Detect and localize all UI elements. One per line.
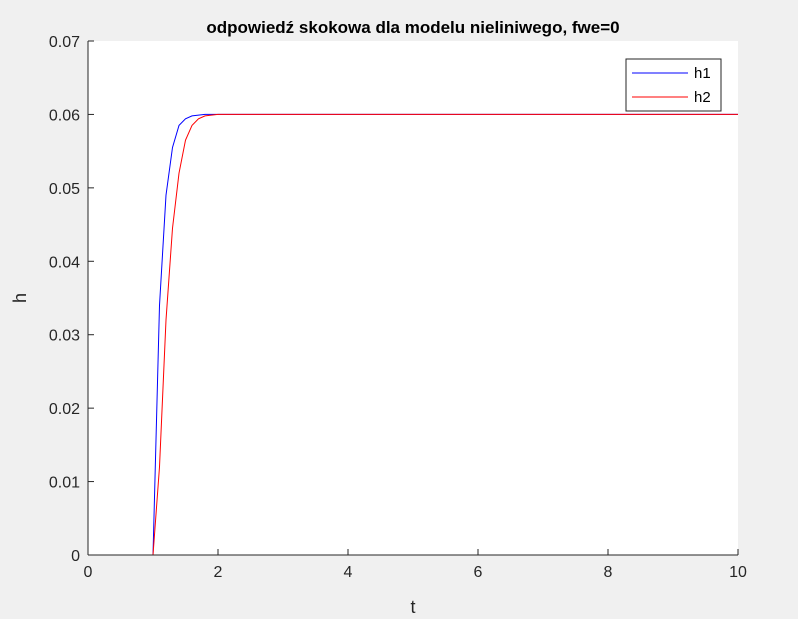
chart-title: odpowiedź skokowa dla modelu nieliniwego… [206, 18, 619, 37]
plot-area [88, 41, 738, 555]
x-tick-label: 6 [474, 564, 483, 581]
legend-entry-h2: h2 [694, 89, 711, 106]
y-tick-label: 0.05 [49, 181, 80, 198]
legend: h1 h2 [625, 58, 722, 112]
x-tick-label: 10 [729, 564, 747, 581]
x-axis-label: t [410, 597, 415, 617]
y-tick-label: 0.06 [49, 107, 80, 124]
legend-box [625, 58, 722, 112]
y-tick-label: 0.04 [49, 254, 80, 271]
ticks-layer: 0 2 4 6 8 10 0 0.01 0.02 0.03 0.04 0.05 0.06 0.07 [49, 34, 747, 581]
axes-layer [87, 41, 738, 556]
x-tick-label: 4 [344, 564, 353, 581]
y-tick-label: 0.01 [49, 475, 80, 492]
x-tick-label: 2 [214, 564, 223, 581]
x-tick-label: 8 [604, 564, 613, 581]
legend-entry-h1: h1 [694, 65, 711, 82]
y-tick-label: 0.07 [49, 34, 80, 51]
x-tick-label: 0 [84, 564, 93, 581]
y-tick-label: 0 [71, 548, 80, 565]
y-axis-label: h [10, 293, 30, 303]
y-tick-label: 0.02 [49, 401, 80, 418]
y-tick-label: 0.03 [49, 328, 80, 345]
series-layer [88, 113, 738, 556]
series-line-h2 [88, 113, 738, 556]
